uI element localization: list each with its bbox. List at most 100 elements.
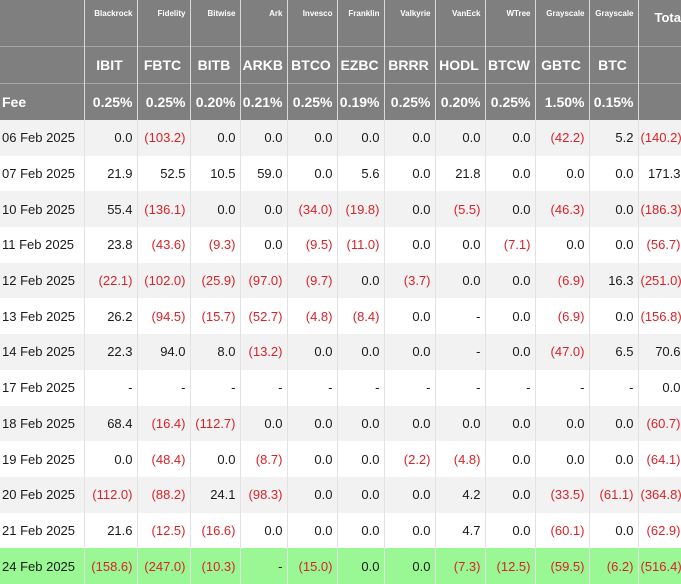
flow-cell: (22.1) (84, 262, 138, 299)
flows-body: 06 Feb 2025 0.0 (103.2) 0.0 0.0 0.0 0.0 0.0 0.0 0… (0, 120, 681, 584)
flow-cell: 0.0 (384, 227, 436, 263)
flow-cell: - (137, 369, 191, 406)
flow-cell: 0.0 (485, 334, 536, 370)
fee-value: 0.25% (137, 83, 191, 120)
flow-cell: (98.3) (240, 476, 288, 513)
table-row: 13 Feb 2025 26.2 (94.5) (15.7) (52.7) (4.8) (8… (0, 298, 681, 335)
flow-cell: - (535, 369, 590, 406)
issuer-name: Grayscale (535, 0, 590, 47)
ticker-symbol: ARKB (240, 46, 288, 84)
flow-cell: 0.0 (485, 262, 536, 299)
fee-header-row: Fee 0.25% 0.25% 0.20% 0.21% 0.25% 0.19% 0.25% 0.… (0, 83, 681, 120)
total-ticker-blank (638, 46, 681, 84)
flow-cell: 0.0 (589, 227, 639, 263)
flow-cell: (6.9) (535, 262, 590, 299)
flow-cell: (8.4) (337, 298, 385, 335)
flow-cell: (59.5) (535, 548, 590, 584)
flow-cell: (47.0) (535, 334, 590, 370)
flow-cell: (11.0) (337, 227, 385, 263)
flow-cell: (13.2) (240, 334, 288, 370)
flow-cell: 0.0 (337, 512, 385, 549)
row-date: 20 Feb 2025 (0, 476, 85, 513)
row-date: 17 Feb 2025 (0, 369, 85, 406)
row-date: 18 Feb 2025 (0, 405, 85, 442)
flow-cell: 6.5 (589, 334, 639, 370)
row-total: (56.7) (638, 227, 681, 263)
row-date: 07 Feb 2025 (0, 155, 85, 192)
flow-cell: (7.1) (485, 227, 536, 263)
flow-cell: 0.0 (287, 120, 338, 156)
flow-cell: (112.7) (190, 405, 241, 442)
flow-cell: (15.0) (287, 548, 338, 584)
flow-cell: (25.9) (190, 262, 241, 299)
row-total: (140.2) (638, 120, 681, 156)
flow-cell: 0.0 (485, 120, 536, 156)
ticker-symbol: GBTC (535, 46, 590, 84)
fee-value: 0.21% (240, 83, 288, 120)
flow-cell: 4.7 (435, 512, 486, 549)
flow-cell: 0.0 (485, 476, 536, 513)
flow-cell: 94.0 (137, 334, 191, 370)
flow-cell: - (240, 369, 288, 406)
flow-cell: - (190, 369, 241, 406)
flow-cell: 0.0 (240, 191, 288, 228)
ticker-symbol: FBTC (137, 46, 191, 84)
flow-cell: (46.3) (535, 191, 590, 228)
row-total: 171.3 (638, 155, 681, 192)
flow-cell: 0.0 (337, 476, 385, 513)
flow-cell: 52.5 (137, 155, 191, 192)
flow-cell: (94.5) (137, 298, 191, 335)
flow-cell: 0.0 (589, 441, 639, 477)
flow-cell: 0.0 (435, 262, 486, 299)
flow-cell: 0.0 (384, 155, 436, 192)
issuer-name: Franklin (337, 0, 385, 47)
flow-cell: 5.2 (589, 120, 639, 156)
row-total: 70.6 (638, 334, 681, 370)
issuer-name: Fidelity (137, 0, 191, 47)
flow-cell: 0.0 (287, 512, 338, 549)
flow-cell: (102.0) (137, 262, 191, 299)
flow-cell: 0.0 (337, 334, 385, 370)
ticker-symbol: BTCO (287, 46, 338, 84)
table-row: 12 Feb 2025 (22.1) (102.0) (25.9) (97.0) (9.7… (0, 262, 681, 299)
row-total: (156.8) (638, 298, 681, 335)
flow-cell: 0.0 (287, 441, 338, 477)
fee-value: 0.15% (589, 83, 639, 120)
flow-cell: 0.0 (384, 334, 436, 370)
flow-cell: 0.0 (384, 298, 436, 335)
flow-cell: (16.6) (190, 512, 241, 549)
fee-value: 0.25% (485, 83, 536, 120)
flow-cell: 16.3 (589, 262, 639, 299)
ticker-symbol: BTCW (485, 46, 536, 84)
ticker-symbol: BRRR (384, 46, 436, 84)
flow-cell: 0.0 (535, 441, 590, 477)
issuer-name: VanEck (435, 0, 486, 47)
flow-cell: 5.6 (337, 155, 385, 192)
table-row: 20 Feb 2025 (112.0) (88.2) 24.1 (98.3) 0.0 0.0… (0, 476, 681, 513)
flow-cell: (33.5) (535, 476, 590, 513)
flow-cell: (12.5) (485, 548, 536, 584)
issuer-name: Invesco (287, 0, 338, 47)
table-row: 19 Feb 2025 0.0 (48.4) 0.0 (8.7) 0.0 0.0 (2.2)(… (0, 441, 681, 477)
flow-cell: 23.8 (84, 227, 138, 263)
flow-cell: (6.2) (589, 548, 639, 584)
flow-cell: 10.5 (190, 155, 241, 192)
flow-cell: (7.3) (435, 548, 486, 584)
row-date: 24 Feb 2025 (0, 548, 85, 584)
flow-cell: - (485, 369, 536, 406)
flow-cell: (9.7) (287, 262, 338, 299)
flow-cell: (88.2) (137, 476, 191, 513)
row-total: (186.3) (638, 191, 681, 228)
flow-cell: (247.0) (137, 548, 191, 584)
row-date: 19 Feb 2025 (0, 441, 85, 477)
issuer-name: Blackrock (84, 0, 138, 47)
issuer-name: Valkyrie (384, 0, 436, 47)
flow-cell: 0.0 (485, 512, 536, 549)
flow-cell: 0.0 (535, 405, 590, 442)
row-total: (251.0) (638, 262, 681, 299)
fee-value: 0.25% (287, 83, 338, 120)
flow-cell: 0.0 (589, 405, 639, 442)
row-date: 13 Feb 2025 (0, 298, 85, 335)
issuer-name: Ark (240, 0, 288, 47)
flow-cell: - (337, 369, 385, 406)
